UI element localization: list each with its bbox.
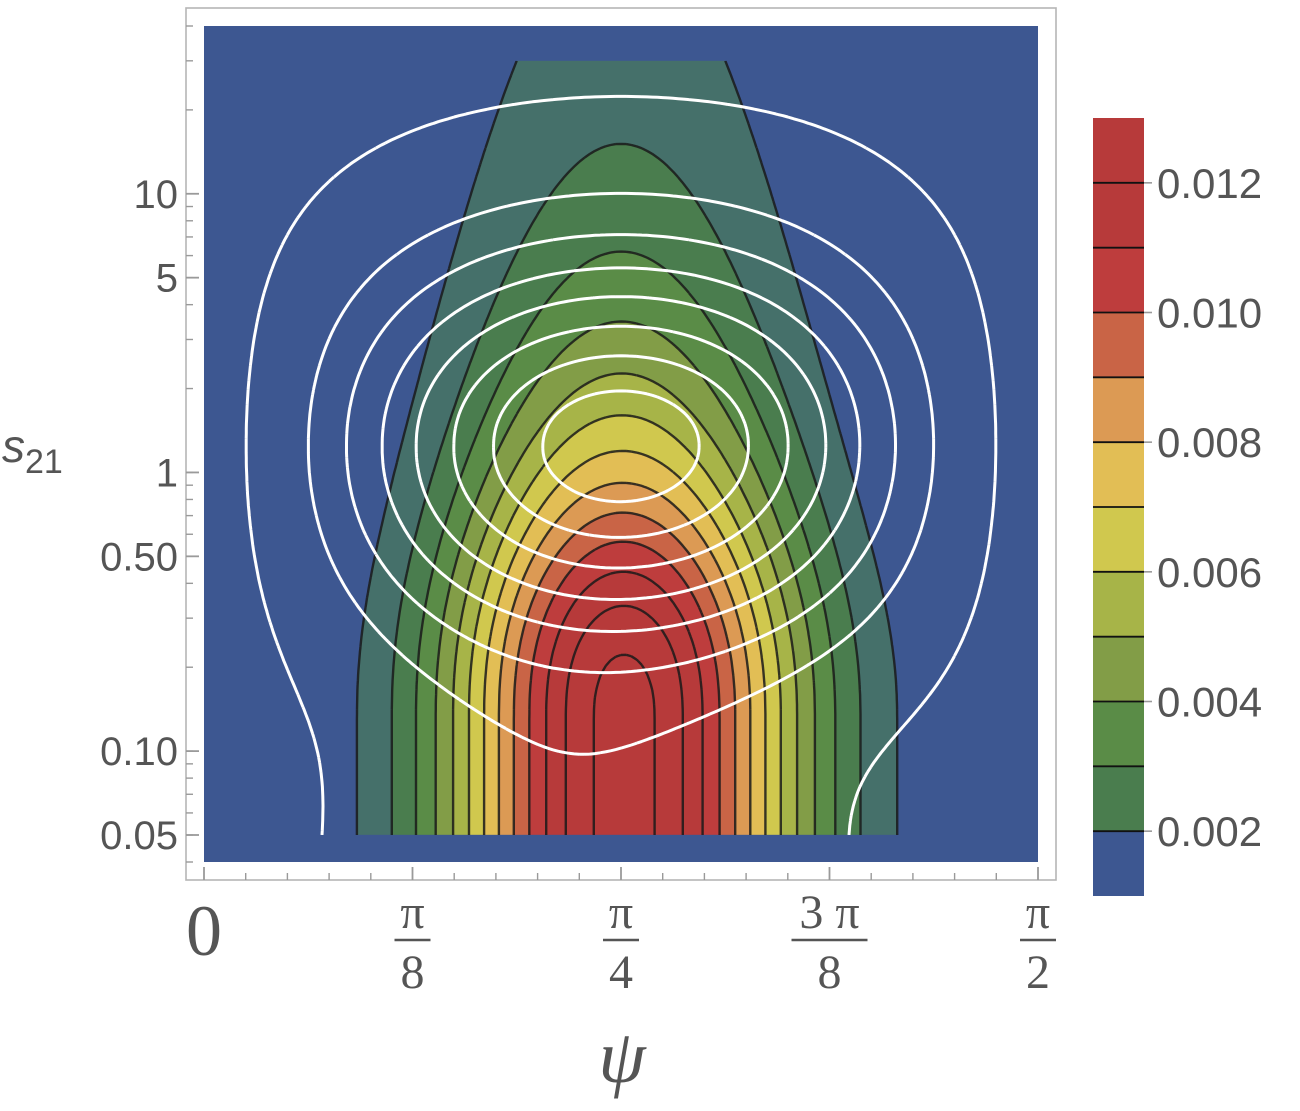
colorbar: 0.002 0.004 0.006 0.008 0.010 0.012: [1093, 118, 1262, 896]
colorbar-tick-label-0: 0.002: [1157, 808, 1262, 855]
y-axis-label-subscript: 21: [25, 443, 63, 481]
colorbar-band: [1093, 766, 1144, 832]
dashed-contour-lines: [244, 94, 998, 835]
x-tick-label-4: π2: [1020, 886, 1056, 999]
contour-line-9: [528, 540, 721, 835]
contour-line-3: [434, 320, 817, 835]
colorbar-tick-label-1: 0.004: [1157, 679, 1262, 726]
contour-line-8: [512, 511, 737, 835]
dashed-contour-0: [244, 94, 998, 835]
colorbar-band: [1093, 636, 1144, 702]
x-tick-denominator: 4: [609, 946, 633, 999]
colorbar-band: [1093, 118, 1144, 183]
colorbar-tick-label-2: 0.006: [1157, 549, 1262, 596]
y-tick-label-5: 10: [134, 173, 179, 217]
x-tick-label-3: 3 π8: [791, 886, 868, 999]
x-tick-denominator: 2: [1026, 946, 1050, 999]
dashed-contour-4: [414, 295, 828, 601]
x-tick-numerator: 3 π: [799, 886, 859, 939]
y-axis-label-main: s: [2, 420, 25, 472]
colorbar-tick-label-5: 0.012: [1157, 160, 1262, 207]
x-tick-numerator: π: [1026, 886, 1050, 939]
x-tick-denominator: 8: [818, 946, 842, 999]
dashed-contour-5: [452, 324, 790, 570]
dashed-contour-2: [345, 233, 897, 675]
colorbar-tick-label-3: 0.008: [1157, 419, 1262, 466]
y-tick-label-0: 0.05: [100, 814, 178, 858]
x-tick-numerator: 0: [186, 891, 222, 971]
x-tick-numerator: π: [400, 886, 424, 939]
x-tick-label-0: 0: [186, 891, 222, 971]
dashed-contour-6: [492, 354, 750, 539]
dashed-contour-7: [541, 389, 701, 504]
colorbar-band: [1093, 831, 1144, 896]
dashed-contour-3: [380, 266, 862, 633]
colorbar-band: [1093, 182, 1144, 248]
colorbar-band: [1093, 701, 1144, 767]
y-tick-label-4: 5: [156, 257, 178, 301]
x-tick-label-1: π8: [394, 886, 431, 999]
contour-line-1: [390, 142, 862, 835]
contour-line-11: [564, 604, 684, 835]
x-tick-label-2: π4: [603, 886, 639, 999]
x-tick-numerator: π: [609, 886, 633, 939]
colorbar-band: [1093, 312, 1144, 378]
x-axis-label: ψ: [598, 1015, 647, 1099]
y-tick-label-1: 0.10: [100, 730, 178, 774]
colorbar-band: [1093, 507, 1144, 572]
solid-contour-lines: [355, 60, 899, 835]
colorbar-band: [1093, 442, 1144, 507]
colorbar-band: [1093, 571, 1144, 637]
colorbar-band: [1093, 247, 1144, 313]
y-axis-label: s21: [2, 420, 63, 481]
y-tick-label-2: 0.50: [100, 535, 178, 579]
y-tick-label-3: 1: [156, 451, 178, 495]
dashed-contour-1: [306, 191, 936, 756]
filled-contour-bands: [204, 60, 1038, 835]
colorbar-tick-label-4: 0.010: [1157, 290, 1262, 337]
y-axis: 0.05 0.10 0.50 1 5 10: [100, 25, 199, 863]
x-tick-denominator: 8: [401, 946, 425, 999]
contour-line-12: [592, 653, 656, 835]
colorbar-band: [1093, 377, 1144, 443]
plot-area: [204, 26, 1038, 862]
